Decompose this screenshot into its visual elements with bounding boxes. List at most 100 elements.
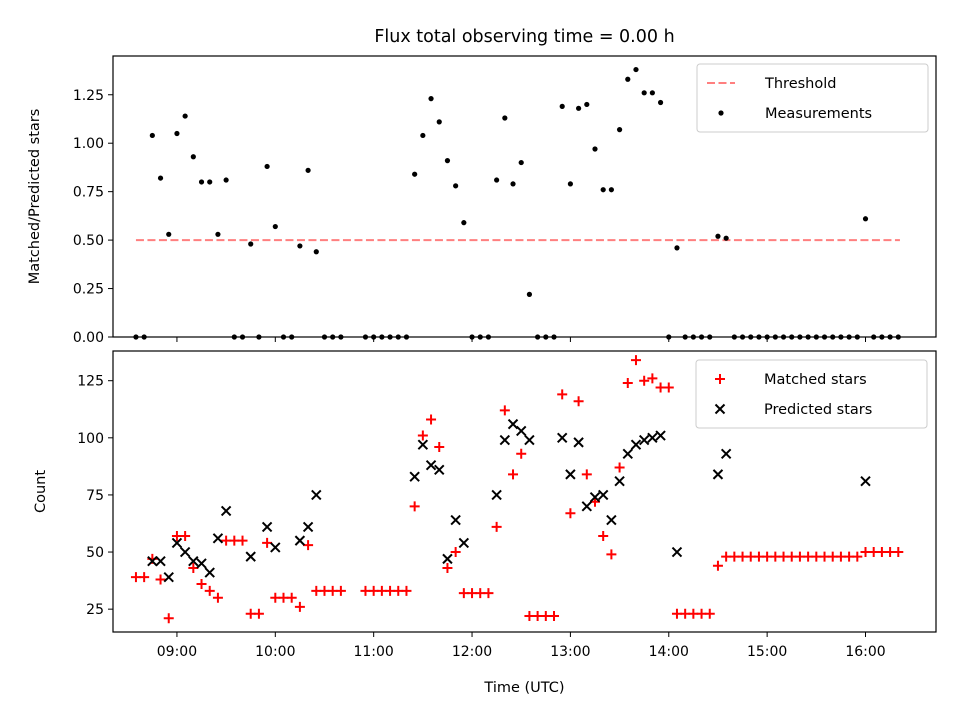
predicted-stars-point (556, 432, 568, 444)
ratio-panel: 0.00 0.25 0.50 0.75 1.00 1.25 Threshold Measur… (27, 55, 937, 346)
predicted-stars-point (655, 430, 666, 441)
predicted-stars-point (294, 535, 306, 546)
measurement-point (641, 90, 647, 96)
predicted-stars-point (606, 514, 617, 526)
matched-stars-point (163, 613, 174, 624)
predicted-stars-point (311, 489, 322, 501)
predicted-stars-point (712, 469, 724, 480)
predicted-stars-point (409, 471, 420, 482)
measurement-point (723, 235, 729, 241)
predicted-stars-point (155, 555, 166, 567)
predicted-stars-point (597, 489, 609, 501)
measurement-point (428, 96, 434, 102)
matched-stars-point (630, 355, 641, 366)
matched-stars-point (335, 585, 346, 596)
legend-label: Threshold (764, 76, 836, 92)
count-plot-frame (112, 350, 937, 633)
legend-label: Predicted stars (764, 402, 872, 418)
predicted-stars-point (212, 533, 224, 544)
matched-stars-point (491, 521, 502, 532)
legend-label: Measurements (765, 106, 872, 122)
predicted-stars-point (220, 505, 232, 517)
measurement-point (264, 163, 270, 170)
count-plot-axes: 25 50 75 100 125 09:00 10:00 11:00 12:00 13:00 14:… (77, 374, 885, 660)
measurement-point (223, 177, 229, 183)
measurement-point (502, 115, 508, 121)
predicted-stars-point (647, 432, 658, 444)
x-tick-label: 09:00 (157, 644, 197, 660)
predicted-stars-point (458, 537, 470, 549)
matched-stars-point (303, 540, 314, 551)
predicted-stars-point (417, 439, 429, 450)
matched-stars-point (155, 574, 166, 585)
x-tick-label: 14:00 (649, 644, 689, 660)
measurement-point (166, 231, 172, 237)
measurement-point (305, 167, 311, 173)
matched-stars-point (516, 448, 527, 459)
matched-stars-point (262, 537, 273, 548)
measurement-point (444, 158, 451, 164)
measurement-point (494, 177, 500, 183)
matched-stars-point (409, 501, 420, 512)
matched-stars-point (188, 563, 199, 574)
matched-stars-point (581, 469, 592, 480)
y-tick-label: 25 (86, 602, 104, 618)
predicted-stars-point (589, 492, 601, 503)
predicted-stars-point (179, 546, 191, 558)
time-x-axis-label: Time (UTC) (483, 680, 564, 696)
figure-title: Flux total observing time = 0.00 h (374, 27, 674, 47)
count-y-axis-label: Count (33, 470, 49, 513)
y-tick-label: 1.00 (73, 136, 104, 152)
ratio-y-axis-label: Matched/Predicted stars (27, 109, 43, 285)
matched-stars-point (606, 549, 617, 560)
count-panel: 25 50 75 100 125 09:00 10:00 11:00 12:00 13:00 14:… (33, 350, 937, 696)
predicted-stars-point (671, 546, 683, 558)
predicted-stars-point (188, 555, 199, 567)
predicted-stars-point (442, 553, 453, 565)
y-tick-label: 75 (86, 488, 104, 504)
measurement-point (297, 243, 303, 249)
matched-stars-point (417, 430, 428, 441)
measurement-point (190, 154, 196, 160)
predicted-stars-point (630, 439, 642, 450)
measurement-point (436, 119, 442, 125)
predicted-stars-point (860, 476, 871, 487)
x-tick-label: 15:00 (747, 644, 787, 660)
ratio-legend: Threshold Measurements (696, 63, 929, 133)
measurement-point (518, 159, 524, 166)
predicted-stars-point (270, 542, 281, 553)
matched-stars-point (663, 382, 674, 393)
predicted-stars-point (622, 448, 633, 460)
measurement-point (715, 233, 721, 239)
predicted-stars-point (565, 469, 576, 480)
predicted-stars-point (450, 514, 461, 526)
measurement-point (215, 231, 221, 237)
measurement-point (862, 216, 869, 222)
predicted-stars-point (171, 537, 183, 549)
matched-stars-point (180, 531, 191, 542)
matched-stars-point (442, 563, 453, 574)
y-tick-label: 0.75 (73, 185, 104, 201)
ratio-plot-marks (133, 66, 901, 340)
matched-stars-point (294, 601, 305, 612)
matched-stars-point (573, 396, 584, 407)
ratio-plot-axes: 0.00 0.25 0.50 0.75 1.00 1.25 (73, 88, 867, 346)
matched-stars-point (237, 535, 248, 546)
measurement-point (248, 241, 254, 247)
legend-swatch-predicted (714, 403, 726, 415)
y-tick-label: 1.25 (73, 88, 104, 104)
measurement-point (567, 181, 574, 187)
measurement-point (207, 179, 213, 185)
ratio-plot-frame (112, 55, 937, 338)
matched-stars-point (434, 441, 445, 452)
matched-stars-point (647, 373, 658, 384)
predicted-stars-point (434, 464, 445, 476)
y-tick-label: 0.00 (73, 330, 104, 346)
measurement-point (649, 90, 655, 96)
measurement-point (608, 187, 614, 193)
predicted-stars-point (147, 555, 158, 567)
measurement-point (461, 220, 467, 226)
predicted-stars-point (614, 476, 625, 487)
measurement-point (674, 245, 680, 251)
